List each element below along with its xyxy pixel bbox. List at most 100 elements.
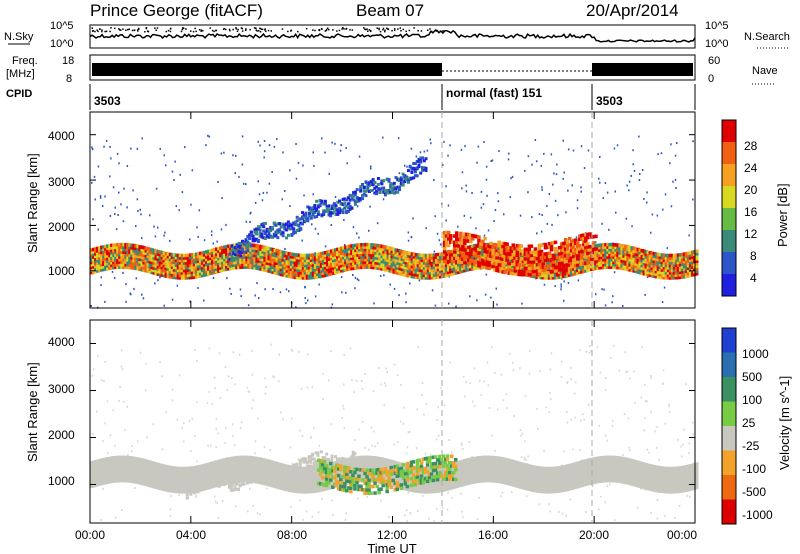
heatmap-cell [106,244,110,248]
heatmap-cell [366,250,370,254]
heatmap-cell [165,411,167,414]
heatmap-cell [442,274,447,278]
heatmap-cell [176,273,181,278]
heatmap-cell [540,164,542,167]
nsearch-point [195,30,197,33]
heatmap-cell [398,177,401,181]
heatmap-cell [110,263,114,268]
heatmap-cell [422,253,427,258]
nsearch-point [244,29,247,31]
heatmap-cell [691,255,695,260]
heatmap-cell [178,263,183,268]
heatmap-cell [190,450,192,452]
heatmap-cell [688,266,693,270]
heatmap-cell [244,239,248,243]
heatmap-cell [184,276,189,280]
heatmap-cell [338,257,342,261]
heatmap-cell [630,251,634,255]
heatmap-cell [618,263,622,268]
heatmap-cell [161,448,164,451]
heatmap-cell [162,266,167,270]
heatmap-cell [217,517,220,519]
heatmap-cell [646,276,649,278]
heatmap-cell [410,252,415,256]
heatmap-cell [444,271,449,275]
heatmap-cell [503,257,507,262]
heatmap-cell [228,257,232,261]
heatmap-cell [253,243,257,248]
heatmap-cell [386,258,390,263]
heatmap-cell [499,266,503,270]
heatmap-cell [632,251,636,256]
heatmap-cell [301,222,304,226]
heatmap-cell [418,263,423,267]
heatmap-cell [654,264,659,269]
heatmap-cell [281,258,286,262]
heatmap-cell [251,243,255,247]
heatmap-cell [572,251,576,256]
heatmap-cell [394,265,398,270]
heatmap-cell [200,261,205,265]
heatmap-cell [471,233,475,238]
heatmap-cell [662,268,667,272]
heatmap-cell [547,268,552,273]
heatmap-cell [610,262,614,267]
heatmap-cell [385,191,389,195]
heatmap-cell [278,222,282,226]
heatmap-cell [517,256,521,261]
heatmap-cell [640,261,644,265]
heatmap-cell [334,204,338,208]
heatmap-cell [495,262,499,266]
heatmap-cell [434,263,439,267]
nsearch-point [305,27,308,30]
heatmap-cell [366,188,370,192]
heatmap-cell [622,261,626,266]
heatmap-cell [610,260,614,264]
heatmap-cell [340,264,344,268]
heatmap-cell [686,261,691,265]
heatmap-cell [170,494,172,497]
heatmap-cell [636,255,640,259]
heatmap-cell [471,249,475,253]
heatmap-cell [122,247,126,252]
heatmap-cell [473,266,477,270]
heatmap-cell [171,170,174,173]
heatmap-cell [451,240,455,244]
heatmap-cell [196,360,198,362]
heatmap-cell [600,260,604,265]
heatmap-cell [524,169,526,172]
heatmap-cell [142,261,146,265]
heatmap-cell [414,263,419,267]
heatmap-cell [555,258,560,262]
heatmap-cell [446,237,451,241]
heatmap-cell [596,251,600,255]
heatmap-cell [574,416,576,419]
heatmap-cell [433,250,436,253]
heatmap-cell [131,450,133,453]
heatmap-cell [122,252,126,257]
heatmap-cell [356,245,360,250]
heatmap-cell [233,263,237,267]
heatmap-cell [156,269,161,274]
heatmap-cell [358,155,361,158]
heatmap-cell [561,274,566,279]
heatmap-cell [358,253,362,257]
heatmap-cell [523,272,528,277]
heatmap-cell [394,253,398,257]
heatmap-cell [338,267,342,271]
heatmap-cell [182,276,187,280]
heatmap-cell [642,272,647,276]
heatmap-cell [436,275,441,279]
heatmap-cell [138,257,142,261]
heatmap-cell [648,258,653,263]
heatmap-cell [406,169,410,173]
heatmap-cell [614,263,618,267]
heatmap-cell [181,191,184,194]
heatmap-cell [277,272,282,276]
heatmap-cell [317,267,322,271]
heatmap-cell [251,234,255,238]
heatmap-cell [478,496,480,499]
heatmap-cell [565,240,570,245]
heatmap-cell [606,245,610,249]
heatmap-cell [144,264,148,268]
